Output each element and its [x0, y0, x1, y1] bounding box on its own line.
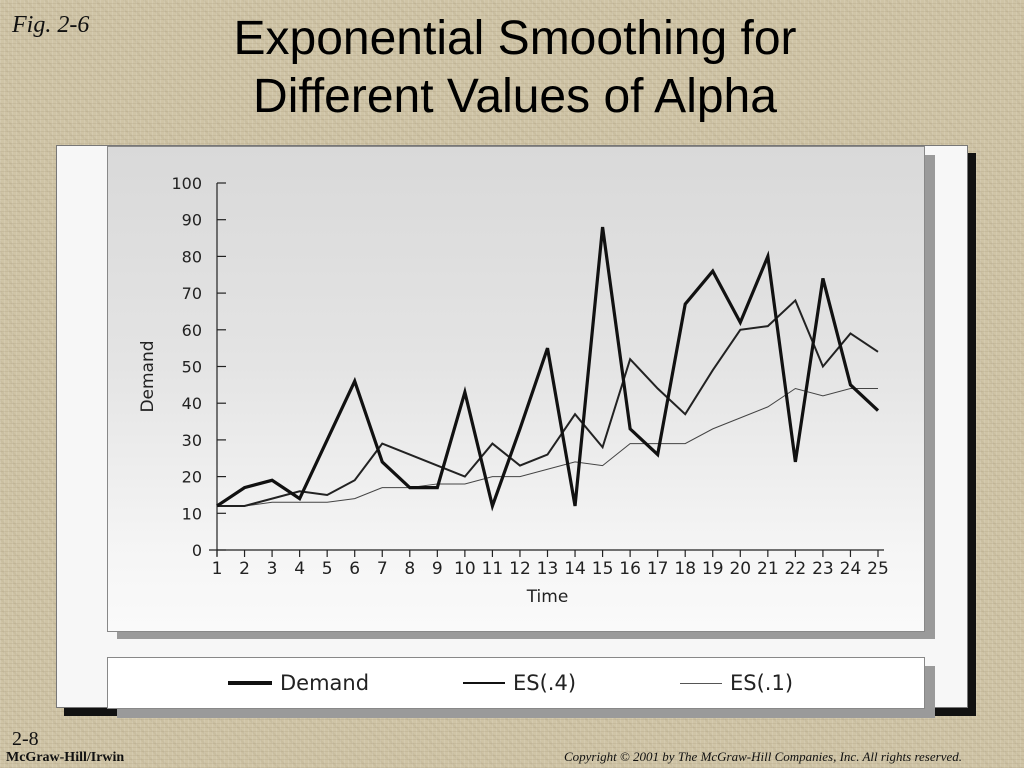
y-tick-label-80: 80	[182, 247, 202, 266]
x-tick-label-15: 15	[592, 559, 614, 579]
x-tick-label-12: 12	[509, 559, 531, 579]
x-tick-label-19: 19	[702, 559, 724, 579]
series-line-es-1	[217, 387, 878, 507]
y-tick-label-10: 10	[182, 504, 202, 523]
legend-swatch-demand	[228, 681, 272, 685]
x-tick-label-21: 21	[757, 559, 779, 579]
series-line-demand	[216, 226, 880, 512]
x-tick-label-7: 7	[377, 559, 388, 579]
x-tick-label-11: 11	[482, 559, 504, 579]
slide-title: Exponential Smoothing for Different Valu…	[233, 12, 797, 123]
legend-swatch-es4	[463, 681, 505, 685]
x-tick-label-24: 24	[840, 559, 862, 579]
x-axis-label: Time	[526, 587, 569, 607]
y-tick-label-20: 20	[182, 468, 202, 487]
y-tick-label-40: 40	[182, 394, 202, 413]
y-tick-label-70: 70	[182, 284, 202, 303]
x-tick-label-3: 3	[267, 559, 278, 579]
x-tick-label-9: 9	[432, 559, 443, 579]
legend-item-es1: ES(.1)	[680, 658, 793, 708]
copyright-notice: Copyright © 2001 by The McGraw-Hill Comp…	[563, 749, 962, 764]
legend-label-demand: Demand	[280, 671, 370, 695]
publisher-name: McGraw-Hill/Irwin	[6, 750, 125, 765]
x-tick-label-6: 6	[349, 559, 360, 579]
x-tick-label-23: 23	[812, 559, 834, 579]
figure-label: Fig. 2-6	[12, 12, 90, 38]
y-tick-label-0: 0	[192, 541, 202, 560]
legend-item-demand: Demand	[228, 658, 369, 708]
x-tick-label-13: 13	[537, 559, 559, 579]
legend-label-es1: ES(.1)	[730, 671, 794, 695]
y-axis-label: Demand	[138, 340, 158, 412]
x-tick-label-10: 10	[454, 559, 476, 579]
x-tick-label-8: 8	[404, 559, 415, 579]
x-tick-label-2: 2	[239, 559, 250, 579]
x-tick-label-18: 18	[674, 559, 696, 579]
x-tick-label-5: 5	[322, 559, 333, 579]
legend-swatch-es1	[680, 682, 722, 684]
chart-panel: 0 10 20 30 40 50 60 70 80 90 100 1 2 3 4 5 6 7 8 9 10 11 12 13 1…	[107, 146, 925, 632]
y-tick-label-50: 50	[182, 358, 202, 377]
y-tick-label-90: 90	[182, 211, 202, 230]
x-tick-label-16: 16	[619, 559, 641, 579]
x-tick-label-22: 22	[785, 559, 807, 579]
x-tick-label-20: 20	[729, 559, 751, 579]
y-tick-label-60: 60	[182, 321, 202, 340]
x-tick-label-14: 14	[564, 559, 586, 579]
y-tick-label-100: 100	[171, 174, 202, 193]
legend-item-es4: ES(.4)	[463, 658, 576, 708]
slide-number: 2-8	[12, 728, 39, 750]
y-tick-label-30: 30	[182, 431, 202, 450]
chart-legend: Demand ES(.4) ES(.1)	[107, 657, 925, 709]
x-tick-label-1: 1	[212, 559, 223, 579]
x-tick-label-17: 17	[647, 559, 669, 579]
x-tick-label-4: 4	[294, 559, 305, 579]
series-line-es-4	[217, 298, 879, 507]
x-tick-label-25: 25	[867, 559, 889, 579]
legend-label-es4: ES(.4)	[513, 671, 577, 695]
